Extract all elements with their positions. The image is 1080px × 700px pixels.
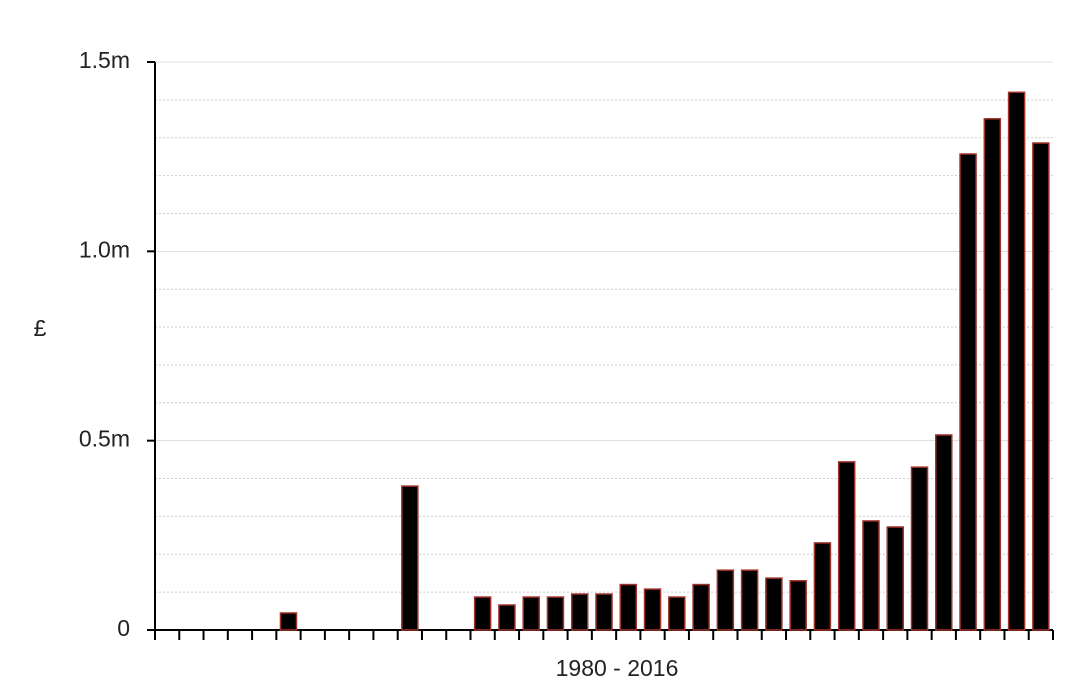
y-tick-label: 0 bbox=[117, 615, 130, 641]
bar bbox=[740, 569, 759, 631]
bar bbox=[813, 542, 832, 631]
bar bbox=[498, 604, 516, 631]
bar bbox=[570, 593, 589, 631]
y-axis-label: £ bbox=[34, 315, 47, 341]
x-axis-label: 1980 - 2016 bbox=[556, 655, 679, 681]
bar bbox=[668, 596, 686, 631]
bar bbox=[1032, 142, 1050, 631]
bar bbox=[935, 434, 953, 631]
bar bbox=[522, 596, 540, 631]
y-tick-label: 1.5m bbox=[79, 47, 130, 73]
y-tick-label: 1.0m bbox=[79, 236, 130, 262]
bar bbox=[862, 520, 880, 631]
bar bbox=[886, 526, 905, 631]
bar bbox=[959, 153, 977, 631]
bar bbox=[910, 466, 929, 631]
y-tick-label: 0.5m bbox=[79, 426, 130, 452]
bar bbox=[789, 580, 807, 631]
bar bbox=[279, 612, 298, 631]
bar bbox=[401, 485, 419, 631]
bar bbox=[546, 596, 565, 631]
bar bbox=[983, 118, 1002, 631]
bar bbox=[692, 583, 710, 631]
bar bbox=[643, 588, 662, 631]
bar bbox=[837, 461, 856, 631]
bar bbox=[619, 583, 638, 631]
bar bbox=[765, 577, 783, 631]
bar bbox=[473, 596, 492, 631]
bar bbox=[716, 569, 735, 631]
bar bbox=[595, 593, 613, 631]
bar bbox=[1007, 91, 1026, 631]
